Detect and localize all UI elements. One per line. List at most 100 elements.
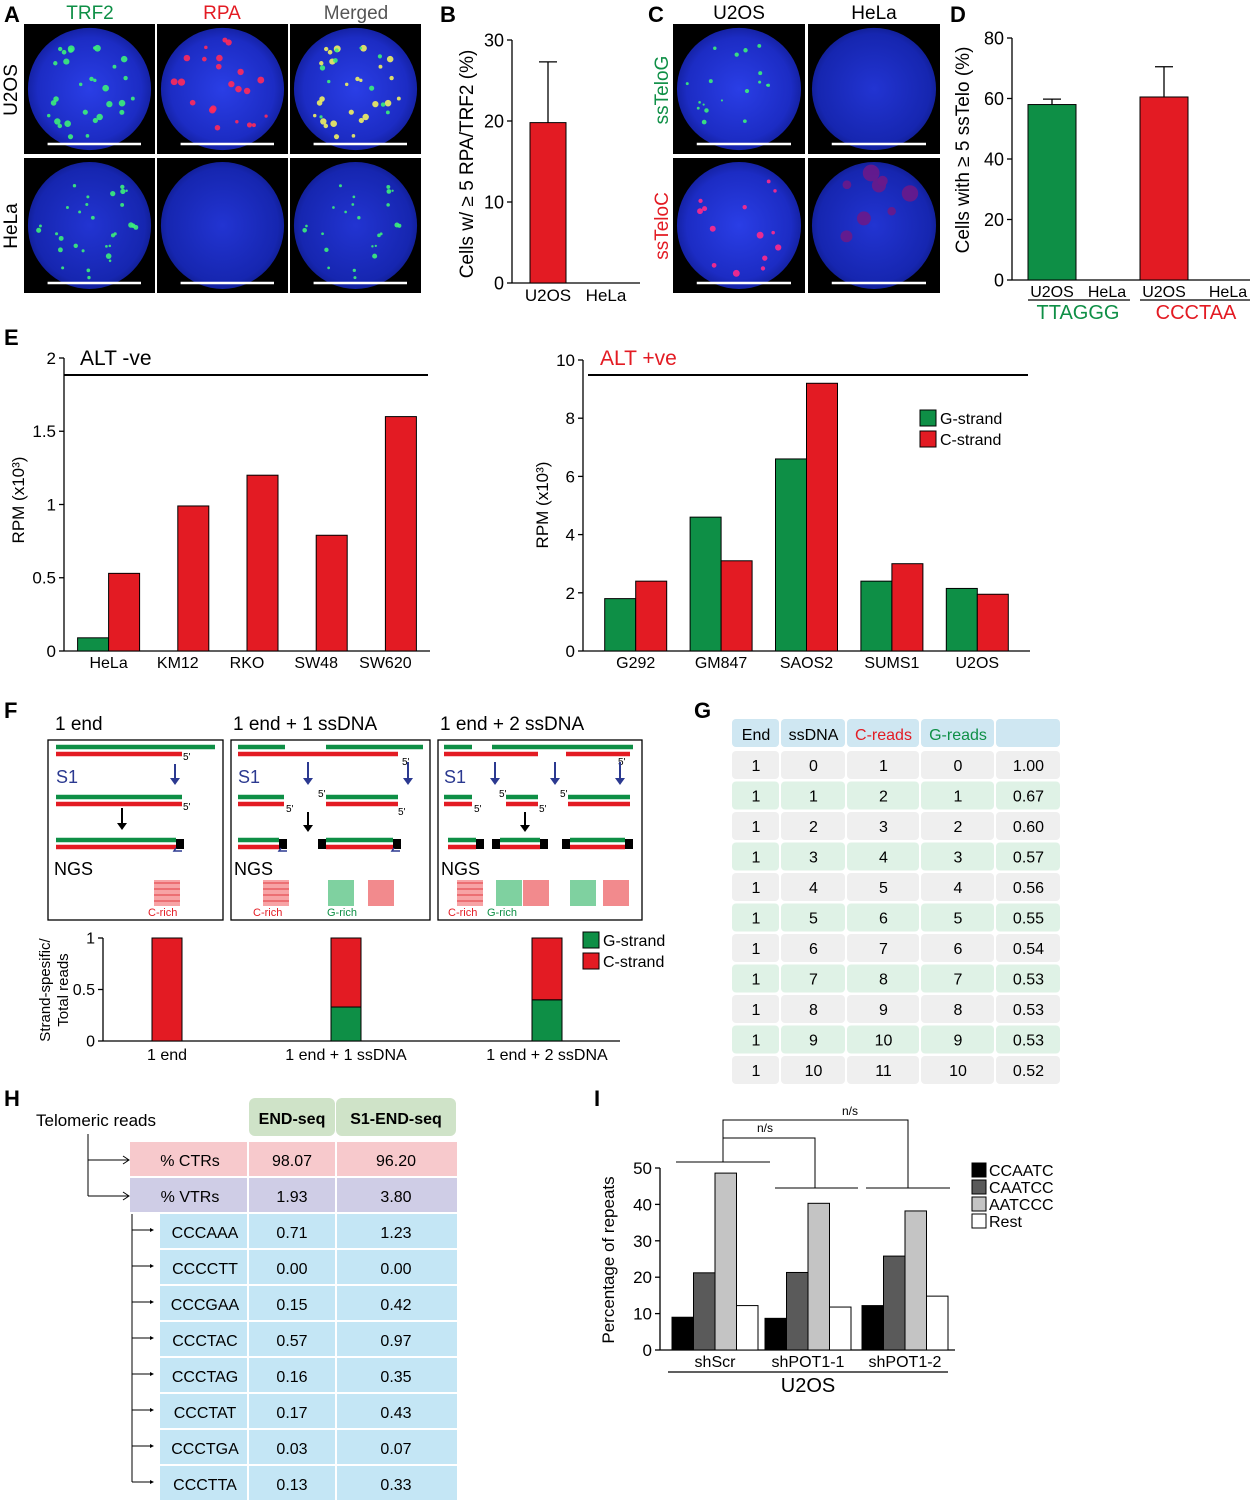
- focus-dot: [323, 123, 329, 129]
- panel-f-schematic: 1 end 1 end + 1 ssDNA 1 end + 2 ssDNA 5'…: [47, 714, 643, 921]
- table-g-cell-bg: [921, 812, 994, 840]
- table-g-cell-bg: [996, 995, 1060, 1023]
- table-g-cell: 1: [752, 819, 761, 836]
- table-g-header: ssDNA: [789, 727, 839, 744]
- table-g-cell-bg: [996, 751, 1060, 779]
- panel-c-col-u2os: U2OS: [713, 3, 765, 24]
- panel-label-g: G: [694, 698, 711, 723]
- chart-b-y-tick-label: 0: [494, 273, 504, 293]
- focus-dot: [359, 78, 363, 83]
- chart-f-y-tick-label: 0: [86, 1034, 95, 1051]
- chart-b-x-label: HeLa: [586, 286, 627, 305]
- focus-dot: [94, 44, 101, 52]
- five-prime-label: 5': [618, 757, 626, 768]
- chart-e2-bar-g-strand: [775, 458, 807, 652]
- table-h-header-endseq: END-seq: [259, 1111, 326, 1128]
- table-g-cell-bg: [921, 1056, 994, 1084]
- chart-e1-bar-c-strand: [315, 534, 348, 652]
- focus-dot: [369, 85, 375, 91]
- focus-dot: [177, 78, 186, 86]
- chart-e2-legend-swatch-g: [919, 409, 937, 427]
- table-h-branch-arrow: [150, 1480, 154, 1484]
- panel-f-ngs-1: NGS: [54, 859, 93, 879]
- chart-i-bar-rest: [736, 1305, 759, 1351]
- chart-b: Cells w/ ≥ 5 RPA/TRF2 (%) 0 10 20 30 U2OS HeL…: [457, 30, 640, 305]
- chart-f-legend-g: G-strand: [603, 933, 665, 950]
- chart-i-bar-caatcc: [693, 1272, 716, 1351]
- focus-dot: [389, 75, 394, 81]
- five-prime-label: 5': [499, 789, 507, 800]
- chart-f-bar-c-strand: [531, 937, 563, 1001]
- focus-dot: [353, 276, 357, 280]
- focus-dot: [702, 103, 705, 106]
- read-square-c: [523, 880, 549, 906]
- focus-dot: [330, 120, 337, 128]
- table-g-cell-bg: [996, 873, 1060, 901]
- focus-dot: [110, 233, 115, 238]
- focus-dot: [766, 83, 771, 87]
- chart-i-legend-swatch: [971, 1179, 987, 1195]
- table-g-cell: 1: [752, 789, 761, 806]
- chart-d: Cells with ≥ 5 ssTelo (%) 0 20 40 60 80 U2OS H…: [953, 28, 1250, 324]
- table-h-branch-arrow: [150, 1228, 154, 1232]
- table-g-cell-bg: [732, 995, 779, 1023]
- primer-arrow: [390, 847, 400, 852]
- chart-e2-bar-c-strand: [720, 560, 753, 652]
- focus-dot: [112, 64, 117, 69]
- nucleus: [293, 162, 418, 289]
- focus-dot: [47, 113, 51, 118]
- focus-dot: [237, 68, 244, 76]
- table-g-cell: 6: [809, 941, 818, 958]
- table-g-cell-bg: [781, 903, 845, 932]
- chart-f-bar-g-strand: [330, 1006, 362, 1042]
- table-h-variant-label: CCCCTT: [172, 1261, 238, 1278]
- focus-dot: [775, 244, 782, 251]
- read-square-c: [154, 880, 180, 906]
- chart-f-legend-swatch-g: [582, 931, 600, 949]
- table-h-variant-row: [160, 1358, 457, 1392]
- focus-dot: [72, 184, 77, 188]
- chart-b-x-label: U2OS: [525, 286, 571, 305]
- table-g-cell-bg: [781, 964, 845, 993]
- table-g-cell: 8: [954, 1002, 963, 1019]
- table-g-cell-bg: [781, 751, 845, 779]
- table-h-variant-b: 0.07: [380, 1441, 411, 1458]
- focus-dot: [327, 49, 333, 55]
- chart-i-bar-aatccc: [714, 1172, 737, 1351]
- chart-d-x-label: U2OS: [1142, 284, 1186, 301]
- focus-dot: [840, 230, 853, 243]
- focus-dot: [321, 232, 324, 236]
- chart-e2-y-tick-label: 2: [566, 584, 575, 603]
- table-g-cell-bg: [921, 934, 994, 962]
- chart-i-y-tick-label: 10: [633, 1305, 652, 1324]
- focus-dot: [386, 189, 392, 194]
- table-g-cell: 7: [809, 972, 818, 989]
- five-prime-label: 5': [318, 789, 326, 800]
- table-g-header-cell: [921, 719, 994, 747]
- chart-i-y-tick-label: 20: [633, 1268, 652, 1287]
- focus-dot: [351, 134, 356, 138]
- panel-f-s1-3: S1: [444, 767, 466, 787]
- table-g-cell: 10: [875, 1033, 893, 1050]
- focus-dot: [758, 71, 763, 76]
- table-g-cell-bg: [732, 964, 779, 993]
- panel-a-row-hela: HeLa: [1, 203, 22, 249]
- table-h-branch-arrow: [150, 1336, 154, 1340]
- focus-dot: [856, 211, 871, 226]
- focus-dot: [110, 190, 116, 197]
- focus-dot: [36, 227, 42, 233]
- chart-d-ylabel: Cells with ≥ 5 ssTelo (%): [953, 47, 974, 254]
- table-g-cell: 0.56: [1013, 880, 1044, 897]
- focus-dot: [319, 115, 323, 119]
- chart-i-bar-caatcc: [786, 1271, 809, 1351]
- table-h-variant-row: [160, 1322, 457, 1356]
- table-g-cell-bg: [921, 842, 994, 871]
- panel-f-crich-2: C-rich: [253, 907, 282, 919]
- table-h-variant-row: [160, 1250, 457, 1284]
- chart-e2-bar-g-strand: [604, 598, 637, 652]
- table-g-cell-bg: [732, 751, 779, 779]
- focus-dot: [360, 44, 367, 52]
- focus-dot: [324, 46, 329, 52]
- chart-i-bar-caatcc: [883, 1255, 906, 1351]
- table-h-summary-a: 98.07: [272, 1153, 312, 1170]
